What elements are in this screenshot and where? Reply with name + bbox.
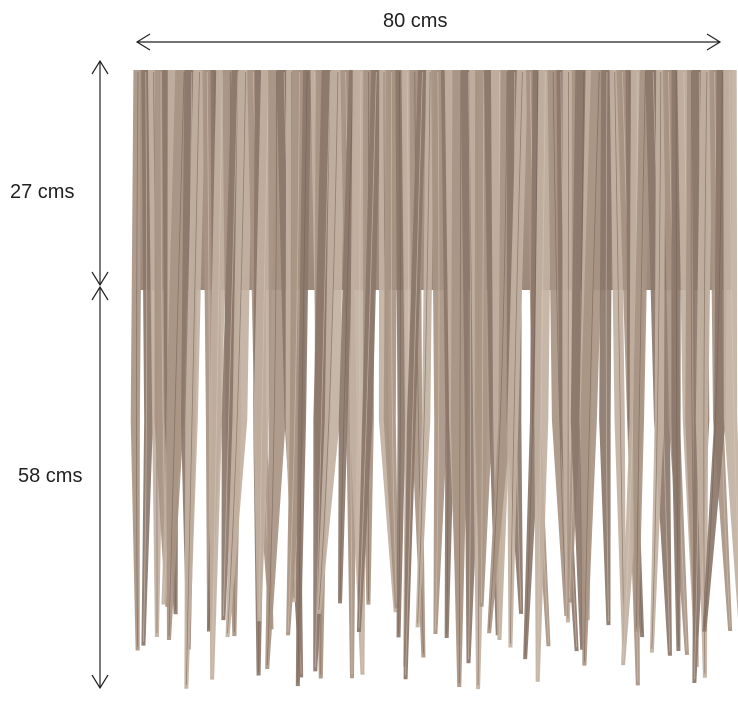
fringe-strand-highlight — [143, 71, 148, 642]
fringe-strand-highlight — [675, 71, 679, 648]
fringe-strand-highlight — [222, 71, 239, 617]
fringe-strand-highlight — [510, 71, 523, 644]
fringe-strand-highlight — [211, 71, 223, 676]
fringe-strand-highlight — [390, 71, 398, 604]
fringe-strand-highlight — [636, 71, 646, 628]
fringe-strand-highlight — [583, 71, 600, 662]
fringe-strand-highlight — [651, 71, 662, 649]
fringe-strand — [487, 70, 514, 634]
fringe-strand-highlight — [318, 71, 339, 610]
fringe-strand-highlight — [417, 71, 431, 624]
fringe-strand-highlight — [185, 71, 200, 685]
fringe-strand-highlight — [258, 71, 270, 618]
top-section-dimension-label: 27 cms — [10, 181, 75, 203]
bottom-section-dimension-arrow — [91, 285, 109, 690]
fringe-strand-highlight — [266, 71, 277, 666]
fringe-strand — [295, 70, 312, 687]
fringe-strand — [383, 70, 399, 608]
fringe-strand-highlight — [488, 71, 508, 630]
fringe-strands — [130, 70, 738, 690]
fringe-strand-highlight — [314, 71, 331, 668]
fringe-strand-highlight — [227, 71, 247, 634]
fringe-strand-highlight — [729, 71, 738, 559]
fringe-strand-highlight — [287, 71, 300, 632]
fringe-strand — [316, 70, 346, 614]
fringe-strand-highlight — [605, 71, 609, 622]
fringe-strand-highlight — [703, 71, 723, 628]
fringe-strand — [723, 70, 738, 619]
fringe-strand — [632, 70, 652, 632]
fringe-strand — [415, 70, 435, 628]
fringe-strand-highlight — [435, 71, 440, 630]
fringe-strand-highlight — [136, 71, 139, 647]
top-section-dimension-arrow — [91, 59, 109, 287]
fringe-strand — [695, 70, 714, 678]
fringe-strand — [649, 70, 666, 653]
fringe-strand — [356, 70, 382, 633]
fringe-strand-highlight — [567, 71, 569, 619]
fringe-strand-highlight — [524, 71, 539, 656]
fringe-strand-highlight — [458, 71, 462, 684]
fringe-strand-highlight — [168, 71, 185, 636]
width-dimension-arrow — [135, 33, 722, 51]
fringe-strand-highlight — [339, 71, 354, 600]
fringe-strand — [702, 70, 729, 632]
fringe-strand-highlight — [552, 71, 567, 613]
fringe-strand-highlight — [358, 71, 377, 629]
width-dimension-label: 80 cms — [383, 10, 448, 32]
fringe-strand-highlight — [537, 71, 546, 678]
fringe-strand — [671, 70, 681, 652]
fringe-strand-highlight — [297, 71, 308, 683]
fringe-strand-highlight — [468, 71, 472, 660]
fringe-strand — [534, 70, 553, 682]
fringe-strand-highlight — [614, 71, 625, 641]
fringe-strand-highlight — [398, 71, 401, 634]
bottom-section-dimension-label: 58 cms — [18, 465, 83, 487]
